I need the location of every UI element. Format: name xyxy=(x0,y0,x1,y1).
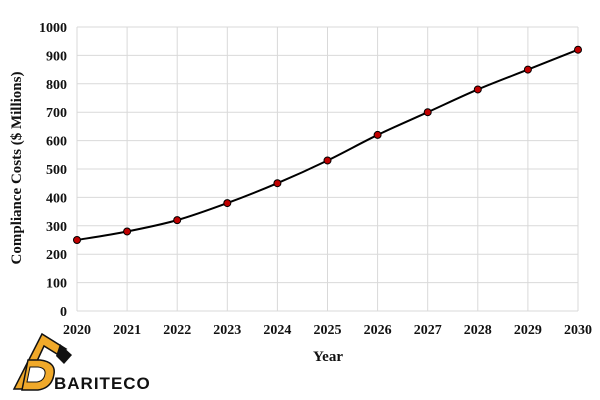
y-tick-label: 200 xyxy=(46,248,67,263)
data-point xyxy=(423,108,432,117)
x-tick-label: 2028 xyxy=(464,323,492,338)
y-axis-title: Compliance Costs ($ Millions) xyxy=(9,72,25,265)
bariteco-logo: BARITECO xyxy=(12,332,151,393)
data-point xyxy=(473,85,482,94)
x-tick-label: 2029 xyxy=(514,323,542,338)
x-tick-label: 2024 xyxy=(263,323,291,338)
y-tick-label: 800 xyxy=(46,78,67,93)
gridlines xyxy=(76,26,579,312)
x-tick-label: 2027 xyxy=(414,323,442,338)
x-axis-title: Year xyxy=(313,349,343,365)
data-point xyxy=(523,65,532,74)
x-axis-ticks: 2020 2021 2022 2023 2024 2025 2026 2027 2028 2029… xyxy=(63,323,592,338)
x-tick-label: 2025 xyxy=(314,323,342,338)
x-tick-label: 2021 xyxy=(113,323,141,338)
logo-text: BARITECO xyxy=(54,374,151,393)
data-points xyxy=(73,45,582,244)
y-tick-label: 400 xyxy=(46,191,67,206)
data-point xyxy=(173,216,182,225)
y-tick-label: 300 xyxy=(46,220,67,235)
x-tick-label: 2023 xyxy=(213,323,241,338)
data-point xyxy=(373,130,382,139)
data-point xyxy=(323,156,332,165)
data-point xyxy=(73,236,81,244)
y-axis-ticks: 0 100 200 300 400 500 600 700 800 900 1000 xyxy=(39,21,67,320)
y-tick-label: 700 xyxy=(46,106,67,121)
x-tick-label: 2030 xyxy=(564,323,592,338)
y-tick-label: 1000 xyxy=(39,21,67,36)
x-tick-label: 2020 xyxy=(63,323,91,338)
data-point xyxy=(574,45,582,54)
y-tick-label: 500 xyxy=(46,163,67,178)
y-tick-label: 0 xyxy=(60,305,67,320)
y-tick-label: 100 xyxy=(46,277,67,292)
y-tick-label: 600 xyxy=(46,135,67,150)
y-tick-label: 900 xyxy=(46,49,67,64)
data-point xyxy=(123,227,132,236)
data-point xyxy=(273,179,282,188)
x-tick-label: 2022 xyxy=(163,323,191,338)
data-point xyxy=(223,199,232,208)
excavator-icon xyxy=(12,332,72,391)
x-tick-label: 2026 xyxy=(364,323,392,338)
